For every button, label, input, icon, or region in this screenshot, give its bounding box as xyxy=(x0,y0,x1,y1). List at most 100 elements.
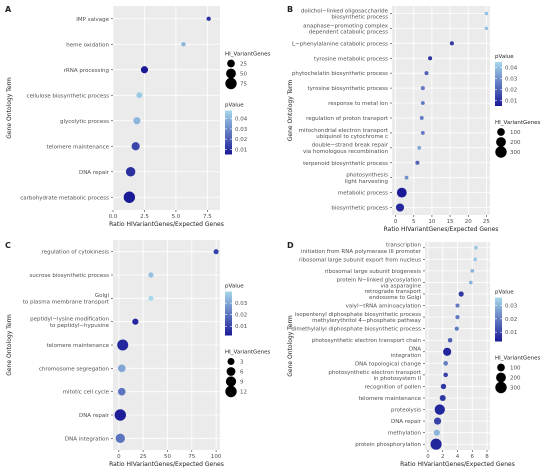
color-legend-label: 0.01 xyxy=(505,330,517,336)
y-axis-title: Gene Ontology Term xyxy=(6,314,13,376)
data-point xyxy=(473,257,478,262)
data-point xyxy=(455,303,460,308)
x-tick-label: 6 xyxy=(471,454,475,460)
color-legend-label: 0.02 xyxy=(235,313,247,319)
size-legend-label: 50 xyxy=(240,72,247,78)
x-tick-label: 0 xyxy=(117,454,121,460)
data-point xyxy=(447,337,453,343)
category-label: dependent catabolic process xyxy=(309,29,388,35)
plot-background xyxy=(113,6,220,210)
data-point xyxy=(404,175,409,180)
data-point xyxy=(455,315,460,320)
x-tick-label: 50 xyxy=(164,454,171,460)
color-legend-label: 0.04 xyxy=(235,117,248,123)
category-label: via asparagine xyxy=(380,284,421,290)
x-tick-label: 100 xyxy=(211,454,222,460)
x-tick-label: 4 xyxy=(456,454,460,460)
size-legend-label: 9 xyxy=(240,380,244,386)
panel-label: C xyxy=(5,241,11,250)
category-label: retrograde transport xyxy=(365,289,422,295)
category-label: biosynthetic process xyxy=(331,206,388,212)
category-label: photosynthetic electron transport xyxy=(328,370,421,376)
category-label: ubiquinol to cytochrome c xyxy=(316,134,388,140)
x-axis-title: Ratio HIVariantGenes/Expected Genes xyxy=(109,221,224,228)
category-label: dolichol−linked oligosaccharide xyxy=(301,8,389,14)
category-label: peptidyl−lysine modification xyxy=(30,317,109,323)
data-point xyxy=(117,387,126,396)
category-label: rRNA processing xyxy=(64,68,109,74)
size-legend-dot xyxy=(225,376,237,387)
color-legend-label: 0.04 xyxy=(505,66,518,72)
size-legend-label: 300 xyxy=(510,150,521,156)
category-label: to peptidyl−hypusine xyxy=(50,323,110,329)
size-legend-label: 100 xyxy=(510,130,521,136)
category-label: methylation xyxy=(388,431,422,437)
color-legend-bar xyxy=(495,62,502,106)
size-legend-title: HI_VariantGenes xyxy=(495,356,541,362)
x-axis-title: Ratio HIVariantGenes/Expected Genes xyxy=(400,461,515,468)
category-label: telomere maintenance xyxy=(359,396,422,402)
category-label: photosynthesis xyxy=(346,173,388,179)
category-label: glycolytic process xyxy=(60,119,109,125)
panel-b: B 0 5 10 15 20 25 dolichol−linked oligosacchari… xyxy=(287,5,541,233)
size-legend-label: 25 xyxy=(240,62,247,68)
x-tick-label: 7.5 xyxy=(203,214,212,220)
size-legend-dot xyxy=(495,381,507,394)
color-legend-label: 0.03 xyxy=(235,127,248,133)
data-point xyxy=(458,291,464,297)
size-legend-dot xyxy=(496,137,506,147)
color-legend-bar xyxy=(495,297,502,342)
x-tick-label: 0.0 xyxy=(109,214,118,220)
category-label: double−strand break repair xyxy=(312,143,389,149)
data-point xyxy=(115,433,125,443)
panel-label: A xyxy=(5,5,12,14)
category-label: photosynthetic electron transport chain xyxy=(312,338,422,344)
data-point xyxy=(474,245,478,250)
category-label: L−phenylalanine catabolic process xyxy=(292,41,388,47)
size-legend-dot xyxy=(495,146,507,158)
data-point xyxy=(443,372,448,378)
data-point xyxy=(470,269,475,273)
data-point xyxy=(123,191,136,203)
category-label: mitotic cell cycle xyxy=(63,390,110,396)
data-point xyxy=(420,101,425,105)
category-label: telomere maintenance xyxy=(47,144,110,150)
color-legend-bar xyxy=(225,291,232,336)
category-label: transcription xyxy=(386,243,421,249)
data-point xyxy=(449,41,454,46)
data-point xyxy=(443,347,452,356)
y-axis-title: Gene Ontology Term xyxy=(6,77,13,139)
size-legend-label: 75 xyxy=(240,82,247,88)
category-label: endosome to Golgi xyxy=(369,295,421,301)
data-point xyxy=(148,295,154,301)
category-label: DNA repair xyxy=(79,170,110,176)
category-label: isopentenyl diphosphate biosynthetic pro… xyxy=(295,312,421,318)
panel-label: B xyxy=(287,5,293,14)
category-label: in photosystem II xyxy=(373,376,421,382)
category-label: cellulose biosynthetic process xyxy=(27,93,110,99)
data-point xyxy=(114,409,126,421)
x-tick-label: 10 xyxy=(428,219,435,225)
x-axis-title: Ratio HIVariantGenes/Expected Genes xyxy=(109,461,224,468)
category-label: telomere maintenance xyxy=(47,343,110,349)
data-point xyxy=(433,417,442,425)
category-label: methylerythritol 4−phosphate pathway xyxy=(312,318,422,324)
data-point xyxy=(396,187,407,198)
color-legend-label: 0.01 xyxy=(235,324,247,330)
size-legend-title: HI_VariantGenes xyxy=(495,120,541,126)
category-label: valyl−tRNA aminoacylation xyxy=(346,304,422,310)
category-label: tyrosine metabolic process xyxy=(314,56,388,62)
size-legend-label: 200 xyxy=(510,140,521,146)
data-point xyxy=(428,56,433,61)
category-label: proteolysis xyxy=(391,408,421,414)
panel-a: A 0.0 2.5 5.0 7.5 IMP salvage heme oxidation rR… xyxy=(5,5,271,228)
category-label: phytochelatin biosynthetic process xyxy=(292,71,388,77)
category-label: heme oxidation xyxy=(66,42,109,48)
x-tick-label: 25 xyxy=(483,219,490,225)
data-point xyxy=(484,26,489,31)
color-legend-title: pValue xyxy=(495,290,514,296)
plot-background xyxy=(392,6,490,215)
color-legend-label: 0.03 xyxy=(505,304,518,310)
category-label: chromosome segregation xyxy=(39,366,110,372)
size-legend-label: 100 xyxy=(510,366,521,372)
